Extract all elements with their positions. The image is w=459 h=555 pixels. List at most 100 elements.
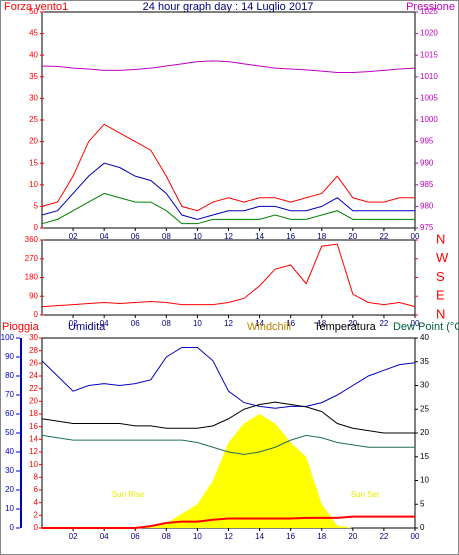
plot-frame [41,11,416,229]
x-tick-label: 20 [348,319,357,328]
x-tick-label: 12 [224,232,233,241]
y3-tick-label: 4 [34,498,39,507]
y3-tick-label: 26 [29,358,38,367]
y3-tick-label: 30 [29,333,38,342]
line [41,123,415,212]
x-tick-label: 08 [162,232,171,241]
legend-label: Temperatura [314,321,377,333]
x-tick-label: 18 [317,319,326,328]
legend-label: Umidita [68,321,106,333]
y-tick-label: 90 [5,352,14,361]
x-tick-label: 02 [69,319,78,328]
legend-label: Windchill [247,321,291,333]
y3-tick-label: 0 [34,523,39,532]
x-tick-label: 04 [100,319,109,328]
y2-tick-label: 990 [420,158,434,167]
y2-tick-label: 35 [420,357,429,366]
y-tick-label: 0 [34,223,39,232]
y3-tick-label: 12 [29,447,38,456]
x-tick-label: 06 [131,319,140,328]
x-tick-label: 02 [69,232,78,241]
legend-label: Dew Point (°C [393,321,459,333]
line [41,401,415,434]
plot-frame [41,239,416,316]
y3-tick-label: 6 [34,485,39,494]
line [41,162,415,220]
y2-tick-label: 1020 [420,29,438,38]
y-tick-label: 60 [5,409,14,418]
y-tick-label: 25 [29,115,38,124]
y2-tick-label: W [436,250,449,265]
y-tick-label: 80 [5,371,14,380]
x-tick-label: 16 [286,319,295,328]
y-tick-label: 35 [29,72,38,81]
x-tick-label: 00 [411,319,420,328]
y3-tick-label: 16 [29,422,38,431]
chart-title: 24 hour graph day : 14 Luglio 2017 [143,1,314,13]
y2-tick-label: 30 [420,381,429,390]
area [42,414,415,528]
y2-tick-label: 1015 [420,50,438,59]
x-tick-label: 18 [317,232,326,241]
y-label: Forza vento1 [4,1,68,13]
y2-tick-label: 985 [420,180,434,189]
y-tick-label: 100 [1,333,15,342]
x-tick-label: 10 [193,232,202,241]
y-tick-label: 90 [29,291,38,300]
x-tick-label: 20 [348,532,357,541]
y3-tick-label: 2 [34,510,39,519]
x-tick-label: 22 [379,532,388,541]
y2-tick-label: 0 [420,523,425,532]
y-tick-label: 30 [29,94,38,103]
y-tick-label: 10 [29,180,38,189]
y2-tick-label: N [436,306,445,321]
annotation: Sun Rise [112,490,145,499]
y2-tick-label: S [436,269,445,284]
y2-tick-label: 40 [420,333,429,342]
y2-tick-label: 980 [420,202,434,211]
y-tick-label: 180 [25,273,39,282]
y-tick-label: 50 [29,7,38,16]
y-tick-label: 15 [29,158,38,167]
x-tick-label: 06 [131,532,140,541]
y2-tick-label: 15 [420,452,429,461]
annotation: Sun Set [351,490,380,499]
x-tick-label: 12 [224,532,233,541]
line [41,243,416,308]
x-tick-label: 04 [100,532,109,541]
x-tick-label: 20 [348,232,357,241]
x-tick-label: 14 [255,319,264,328]
y3-tick-label: 22 [29,384,38,393]
x-tick-label: 18 [317,532,326,541]
y2-tick-label: 1025 [420,7,438,16]
y-tick-label: 270 [25,254,39,263]
y2-tick-label: 5 [420,499,425,508]
y-tick-label: 40 [5,447,14,456]
y-tick-label: 20 [5,485,14,494]
x-tick-label: 08 [162,319,171,328]
line [42,515,415,529]
legend-label: Pioggia [2,321,40,333]
y2-label: Pressione [406,1,455,13]
x-tick-label: 12 [224,319,233,328]
y2-tick-label: 1005 [420,94,438,103]
y3-tick-label: 18 [29,409,38,418]
x-tick-label: 14 [255,532,264,541]
y3-tick-label: 24 [29,371,38,380]
x-tick-label: 02 [69,532,78,541]
y-tick-label: 20 [29,137,38,146]
y2-tick-label: 975 [420,223,434,232]
y-tick-label: 40 [29,50,38,59]
y-tick-label: 360 [25,235,39,244]
x-tick-label: 22 [379,232,388,241]
y2-tick-label: N [436,231,445,246]
y2-tick-label: 25 [420,404,429,413]
y-tick-label: 45 [29,29,38,38]
line [41,60,416,73]
x-tick-label: 06 [131,232,140,241]
y-tick-label: 70 [5,390,14,399]
line [41,192,415,225]
x-tick-label: 16 [286,232,295,241]
y2-tick-label: E [436,288,445,303]
y-tick-label: 5 [34,202,39,211]
